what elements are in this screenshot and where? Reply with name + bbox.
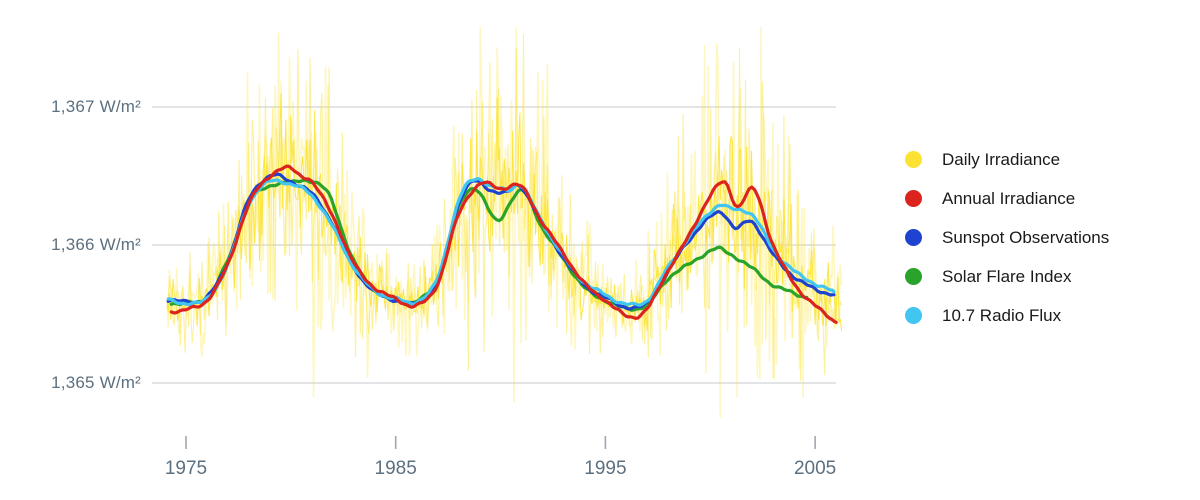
legend-item-daily-irradiance[interactable]: Daily Irradiance: [897, 149, 1109, 169]
annual-irradiance-swatch-icon: [905, 190, 922, 207]
legend-label: Solar Flare Index: [942, 266, 1072, 286]
legend-label: Daily Irradiance: [942, 149, 1061, 169]
legend-item-radio-flux[interactable]: 10.7 Radio Flux: [897, 305, 1109, 325]
legend-item-solar-flare-index[interactable]: Solar Flare Index: [897, 266, 1109, 286]
legend-item-sunspot-observations[interactable]: Sunspot Observations: [897, 227, 1110, 247]
x-axis-label-1985: 1985: [374, 458, 417, 479]
x-axis-label-1995: 1995: [584, 458, 627, 479]
daily-irradiance-swatch-icon: [905, 151, 922, 168]
legend: Daily Irradiance Annual Irradiance Sunsp…: [897, 149, 1110, 325]
sunspot-observations-swatch-icon: [905, 229, 922, 246]
y-axis-label-1365: 1,365 W/m²: [51, 373, 141, 392]
solar-flare-index-swatch-icon: [905, 268, 922, 285]
legend-label: Annual Irradiance: [942, 188, 1076, 208]
y-axis-label-1367: 1,367 W/m²: [51, 97, 141, 116]
x-axis-label-2005: 2005: [793, 458, 837, 479]
y-axis-label-1366: 1,366 W/m²: [51, 235, 141, 254]
radio-flux-swatch-icon: [905, 307, 922, 324]
legend-item-annual-irradiance[interactable]: Annual Irradiance: [897, 188, 1109, 208]
legend-label: 10.7 Radio Flux: [942, 305, 1062, 325]
x-axis-label-1975: 1975: [164, 458, 208, 479]
legend-label: Sunspot Observations: [942, 227, 1110, 247]
